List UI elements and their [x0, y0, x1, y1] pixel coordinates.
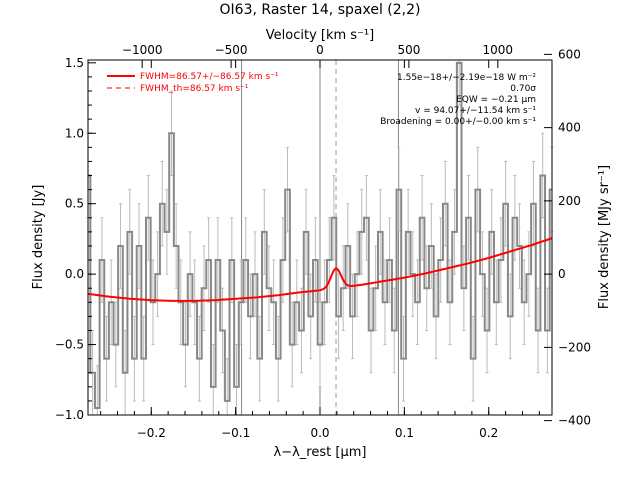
chart-title: OI63, Raster 14, spaxel (2,2) — [220, 2, 421, 18]
annotation-broadening: Broadening = 0.00+/−0.00 km s⁻¹ — [380, 117, 536, 127]
x-tick-label: −0.1 — [221, 426, 250, 440]
right-tick-label: 600 — [558, 47, 581, 61]
legend-entry-fwhm: FWHM=86.57+/−86.57 km s⁻¹ — [140, 72, 279, 82]
top-tick-label: 1000 — [483, 43, 514, 57]
x-tick-label: 0.2 — [479, 426, 498, 440]
x-tick-label: −0.2 — [137, 426, 166, 440]
top-axis-label: Velocity [km s⁻¹] — [266, 28, 374, 43]
fit-annotations: 1.55e−18+/−2.19e−18 W m⁻² 0.70σ EQW = −0… — [380, 73, 536, 127]
right-tick-label: 0 — [558, 267, 566, 281]
annotation-eqw: EQW = −0.21 μm — [456, 95, 536, 105]
right-tick-label: 200 — [558, 194, 581, 208]
top-tick-label: −1000 — [122, 43, 163, 57]
legend: FWHM=86.57+/−86.57 km s⁻¹ FWHM_th=86.57 … — [107, 72, 279, 94]
annotation-sigma: 0.70σ — [510, 84, 536, 94]
legend-entry-fwhm-th: FWHM_th=86.57 km s⁻¹ — [140, 84, 249, 94]
right-tick-label: −200 — [558, 340, 591, 354]
annotation-velocity: v = 94.07+/−11.54 km s⁻¹ — [415, 106, 536, 116]
x-tick-label: 0.0 — [310, 426, 329, 440]
y-tick-label: 1.0 — [65, 126, 84, 140]
top-tick-label: −500 — [215, 43, 248, 57]
x-tick-label: 0.1 — [395, 426, 414, 440]
y-tick-label: 0.5 — [65, 197, 84, 211]
y-tick-label: −0.5 — [55, 338, 84, 352]
right-tick-label: 400 — [558, 121, 581, 135]
spectrum-data-step-line — [88, 61, 552, 409]
y-tick-label: −1.0 — [55, 408, 84, 422]
annotation-flux: 1.55e−18+/−2.19e−18 W m⁻² — [397, 73, 536, 83]
top-tick-label: 0 — [316, 43, 324, 57]
x-axis-label: λ−λ_rest [μm] — [274, 445, 367, 460]
y-tick-label: 1.5 — [65, 56, 84, 70]
right-tick-label: −400 — [558, 414, 591, 428]
y-axis-label: Flux density [Jy] — [31, 185, 46, 290]
fit-model-line — [87, 237, 553, 302]
y-tick-label: 0.0 — [65, 267, 84, 281]
plot-area: −0.2 −0.1 0.0 0.1 0.2 −1.0 −0.5 0.0 0.5 1.0 1.5 −10… — [55, 43, 591, 440]
top-tick-label: 500 — [397, 43, 420, 57]
right-axis-label: Flux density [MJy sr⁻¹] — [597, 165, 612, 309]
